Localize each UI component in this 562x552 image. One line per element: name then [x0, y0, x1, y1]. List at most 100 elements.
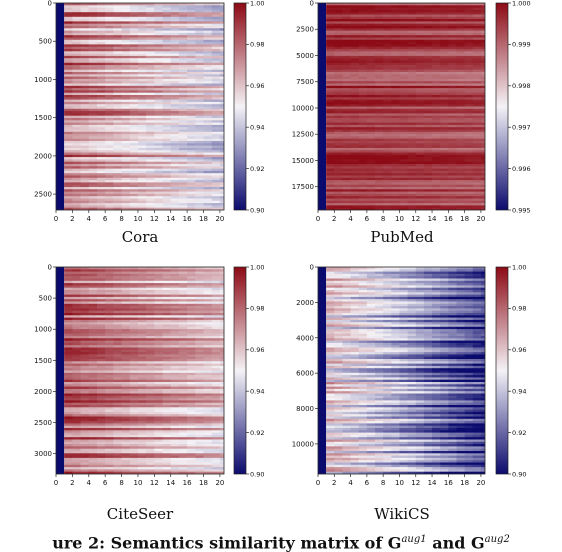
- heatmap-cell: [448, 207, 458, 210]
- heatmap-cell: [187, 46, 196, 50]
- heatmap-cell: [211, 131, 221, 135]
- heatmap-cell: [187, 124, 196, 128]
- heatmap-cell: [170, 299, 180, 303]
- heatmap-cell: [96, 166, 106, 170]
- heatmap-cell: [187, 168, 196, 172]
- heatmap-row: [56, 90, 224, 94]
- heatmap-cell: [113, 354, 123, 358]
- heatmap-cell: [407, 90, 417, 94]
- heatmap-cell: [456, 177, 466, 181]
- heatmap-cell: [121, 60, 131, 64]
- heatmap-cell: [88, 267, 98, 270]
- heatmap-cell: [464, 177, 474, 181]
- heatmap-cell: [423, 101, 433, 105]
- heatmap-cell: [415, 85, 425, 89]
- heatmap-cell: [472, 88, 482, 91]
- heatmap-cell: [432, 200, 441, 204]
- heatmap-cell: [326, 35, 335, 39]
- heatmap-cell: [187, 331, 196, 335]
- heatmap-row: [56, 104, 224, 108]
- heatmap-cell: [326, 76, 335, 80]
- x-tick-label: 10: [395, 215, 404, 223]
- heatmap-cell: [415, 35, 425, 39]
- heatmap-cell: [342, 108, 352, 112]
- heatmap-cell: [464, 159, 474, 163]
- heatmap-cell: [318, 113, 327, 117]
- heatmap-cell: [162, 152, 172, 156]
- heatmap-cell: [187, 352, 196, 355]
- heatmap-cell: [342, 14, 352, 18]
- heatmap-cell: [391, 164, 401, 167]
- heatmap-cell: [342, 134, 352, 137]
- heatmap-cell: [105, 65, 114, 68]
- heatmap-cell: [88, 99, 98, 103]
- heatmap-cell: [415, 205, 425, 209]
- heatmap-cell: [121, 324, 131, 328]
- heatmap-cell: [170, 65, 180, 68]
- heatmap-cell: [318, 189, 327, 193]
- heatmap-cell: [64, 269, 73, 273]
- heatmap-cell: [146, 83, 155, 87]
- heatmap-cell: [399, 53, 409, 57]
- heatmap-cell: [318, 26, 327, 29]
- heatmap-cell: [187, 115, 196, 119]
- heatmap-cell: [121, 3, 131, 6]
- heatmap-cell: [88, 301, 98, 305]
- heatmap-cell: [423, 55, 433, 59]
- heatmap-cell: [407, 74, 417, 78]
- heatmap-cell: [137, 164, 147, 167]
- heatmap-cell: [56, 354, 65, 358]
- heatmap-cell: [318, 85, 327, 89]
- heatmap-cell: [56, 154, 65, 158]
- heatmap-cell: [432, 85, 441, 89]
- heatmap-cell: [464, 141, 474, 144]
- heatmap-cell: [366, 88, 376, 91]
- heatmap-cell: [383, 175, 392, 179]
- heatmap-cell: [129, 278, 139, 282]
- heatmap-cell: [448, 28, 458, 32]
- heatmap-cell: [88, 276, 98, 280]
- y-tick-label: 0: [48, 0, 52, 8]
- heatmap-cell: [480, 44, 485, 48]
- heatmap-cell: [64, 205, 73, 209]
- heatmap-row: [56, 35, 224, 39]
- heatmap-cell: [318, 166, 327, 170]
- heatmap-cell: [64, 173, 73, 177]
- heatmap-cell: [56, 182, 65, 186]
- heatmap-cell: [129, 310, 139, 314]
- heatmap-cell: [203, 205, 213, 209]
- heatmap-cell: [129, 113, 139, 117]
- heatmap-cell: [448, 134, 458, 137]
- heatmap-cell: [415, 92, 425, 96]
- heatmap-cell: [56, 3, 65, 6]
- heatmap-row: [56, 88, 224, 91]
- heatmap-cell: [407, 145, 417, 149]
- heatmap-cell: [162, 166, 172, 170]
- heatmap-cell: [407, 99, 417, 103]
- heatmap-cell: [146, 269, 155, 273]
- heatmap-cell: [96, 88, 106, 91]
- heatmap-cell: [178, 32, 188, 36]
- heatmap-cell: [456, 104, 466, 108]
- heatmap-cell: [399, 90, 409, 94]
- heatmap-cell: [80, 154, 90, 158]
- heatmap-cell: [96, 152, 106, 156]
- heatmap-cell: [105, 62, 114, 66]
- heatmap-cell: [113, 39, 123, 43]
- heatmap-cell: [375, 26, 384, 29]
- heatmap-cell: [211, 67, 221, 71]
- heatmap-row: [318, 104, 485, 108]
- heatmap-cell: [195, 200, 205, 204]
- heatmap-cell: [203, 152, 213, 156]
- x-tick-label: 12: [411, 215, 420, 223]
- heatmap-cell: [472, 9, 482, 13]
- heatmap-cell: [88, 154, 98, 158]
- heatmap-cell: [72, 310, 82, 314]
- heatmap-cell: [219, 90, 224, 94]
- heatmap-cell: [219, 338, 224, 342]
- heatmap-cell: [391, 187, 401, 190]
- heatmap-cell: [480, 141, 485, 144]
- heatmap-cell: [432, 115, 441, 119]
- heatmap-cell: [480, 92, 485, 96]
- heatmap-cell: [137, 145, 147, 149]
